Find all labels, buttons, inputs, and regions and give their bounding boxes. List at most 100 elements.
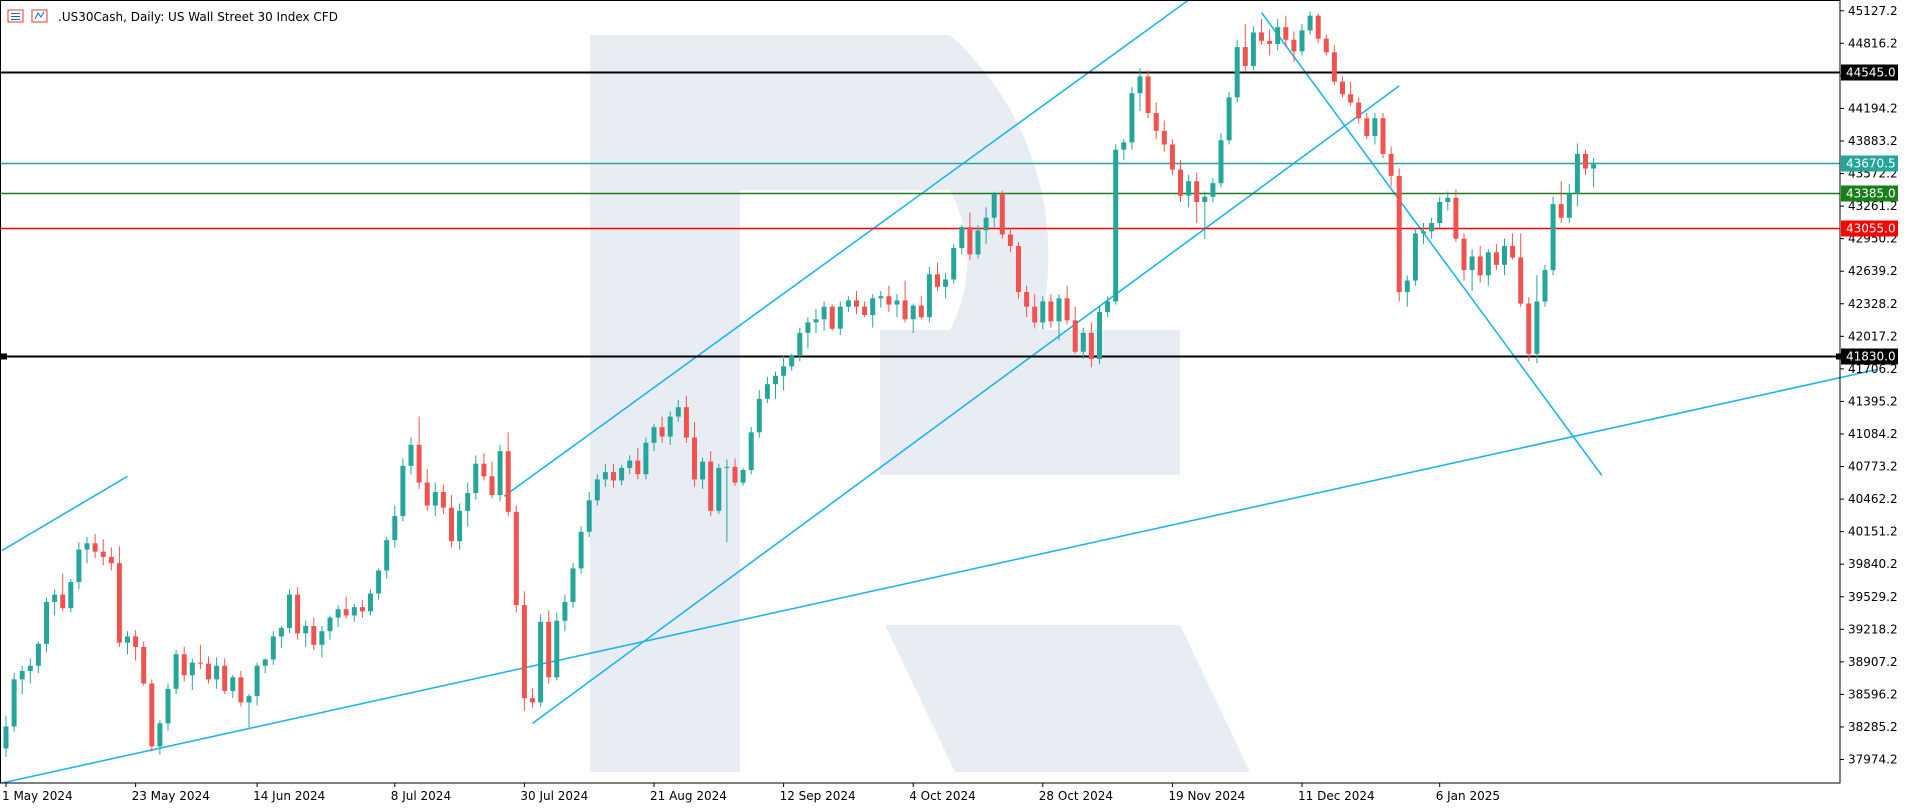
candle-body [1461,238,1467,271]
candle-body [1072,320,1078,352]
candle [449,495,454,548]
candle-body [27,665,33,671]
candle [1048,294,1054,328]
y-tick-label: 42639.2 [1848,264,1898,278]
candle-body [1558,204,1564,218]
candle-body [189,662,195,676]
candle [821,301,827,331]
candle [991,191,997,228]
candle-body [1226,97,1232,141]
candle-body [1137,76,1143,94]
candle-body [1518,257,1524,304]
trendline-4[interactable] [1260,12,1603,476]
x-tick-label: 23 May 2024 [132,789,210,803]
level-badge-label: 43055.0 [1846,222,1896,236]
candle-body [829,306,835,329]
candle-body [651,427,657,443]
candle-body [554,620,560,678]
candle [886,285,892,312]
candle [789,353,795,371]
candle-body [278,628,284,637]
candle-body [149,683,155,747]
candle-body [562,601,568,621]
candle [60,573,66,612]
candle [805,317,811,349]
candle-body [1510,245,1516,258]
candle-body [1299,30,1305,52]
candle-body [821,306,827,320]
candle-body [546,621,552,678]
candle-body [52,594,58,602]
candle [1583,149,1588,175]
candle [675,399,681,422]
x-tick-label: 8 Jul 2024 [391,789,451,803]
trendline-2[interactable] [503,0,1190,497]
candle [416,416,422,489]
candle [724,459,730,543]
candle-body [1340,81,1345,95]
candle-body [1574,153,1580,194]
candle-body [1016,245,1021,293]
chart-type-icon[interactable] [31,9,48,23]
candle-body [1064,298,1070,321]
candle-body [335,609,341,618]
candle-body [473,463,479,494]
candle [1202,191,1208,239]
level-handle-left[interactable] [1,353,7,360]
candle-body [108,556,114,564]
candle [1299,24,1305,56]
candle-body [295,594,301,634]
candle-body [1412,233,1418,281]
candle-body [513,511,519,606]
candle [1469,249,1475,292]
candle [149,679,155,752]
candle [1169,139,1175,175]
candle-body [659,427,665,437]
candle [578,526,584,574]
candle-body [886,296,892,305]
level-handle-right[interactable] [1836,353,1842,360]
candle [797,327,803,362]
candle-body [999,193,1005,235]
y-tick-label: 40151.2 [1848,525,1898,539]
candle [951,243,957,284]
x-tick-label: 6 Jan 2025 [1436,789,1500,803]
candle-body [68,582,74,609]
candle [505,432,511,517]
candle-body [1080,332,1086,352]
candle [740,467,746,486]
candle-body [432,491,438,506]
candle [538,614,544,707]
trendline-1[interactable] [1,368,1878,784]
candle [1364,113,1370,140]
trendline-3[interactable] [532,85,1400,724]
candle-body [732,466,738,483]
candle [3,716,9,757]
candle-body [805,322,811,333]
chart-title: .US30Cash, Daily: US Wall Street 30 Inde… [58,10,338,24]
candle [246,694,252,728]
candle-body [692,437,697,480]
candle-body [1591,164,1597,169]
candle [1356,97,1362,124]
candle-body [1186,181,1192,196]
candle [1016,241,1021,299]
candle [141,641,147,686]
candle [359,599,365,618]
candle-body [813,319,819,323]
candle-body [1056,298,1062,322]
candle-body [1145,76,1151,114]
symbol-icon[interactable] [7,9,24,23]
trendline-0[interactable] [1,475,128,552]
candle [125,631,130,655]
candle-body [700,461,706,480]
candle [181,646,187,682]
candle-body [1234,47,1240,98]
y-tick-label: 41706.2 [1848,362,1898,376]
y-tick-label: 37974.2 [1848,753,1898,767]
candle [424,468,430,511]
candle [497,444,503,502]
candle-body [214,665,220,680]
candle-body [991,193,997,218]
